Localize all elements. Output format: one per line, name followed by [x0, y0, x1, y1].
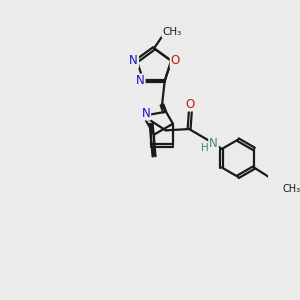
- Text: H: H: [201, 142, 209, 153]
- Text: N: N: [129, 54, 138, 67]
- Text: N: N: [142, 106, 150, 120]
- Text: N: N: [136, 74, 145, 88]
- Text: O: O: [186, 98, 195, 111]
- Text: O: O: [171, 54, 180, 67]
- Text: N: N: [209, 136, 218, 150]
- Text: CH₃: CH₃: [283, 184, 300, 194]
- Text: CH₃: CH₃: [162, 27, 182, 37]
